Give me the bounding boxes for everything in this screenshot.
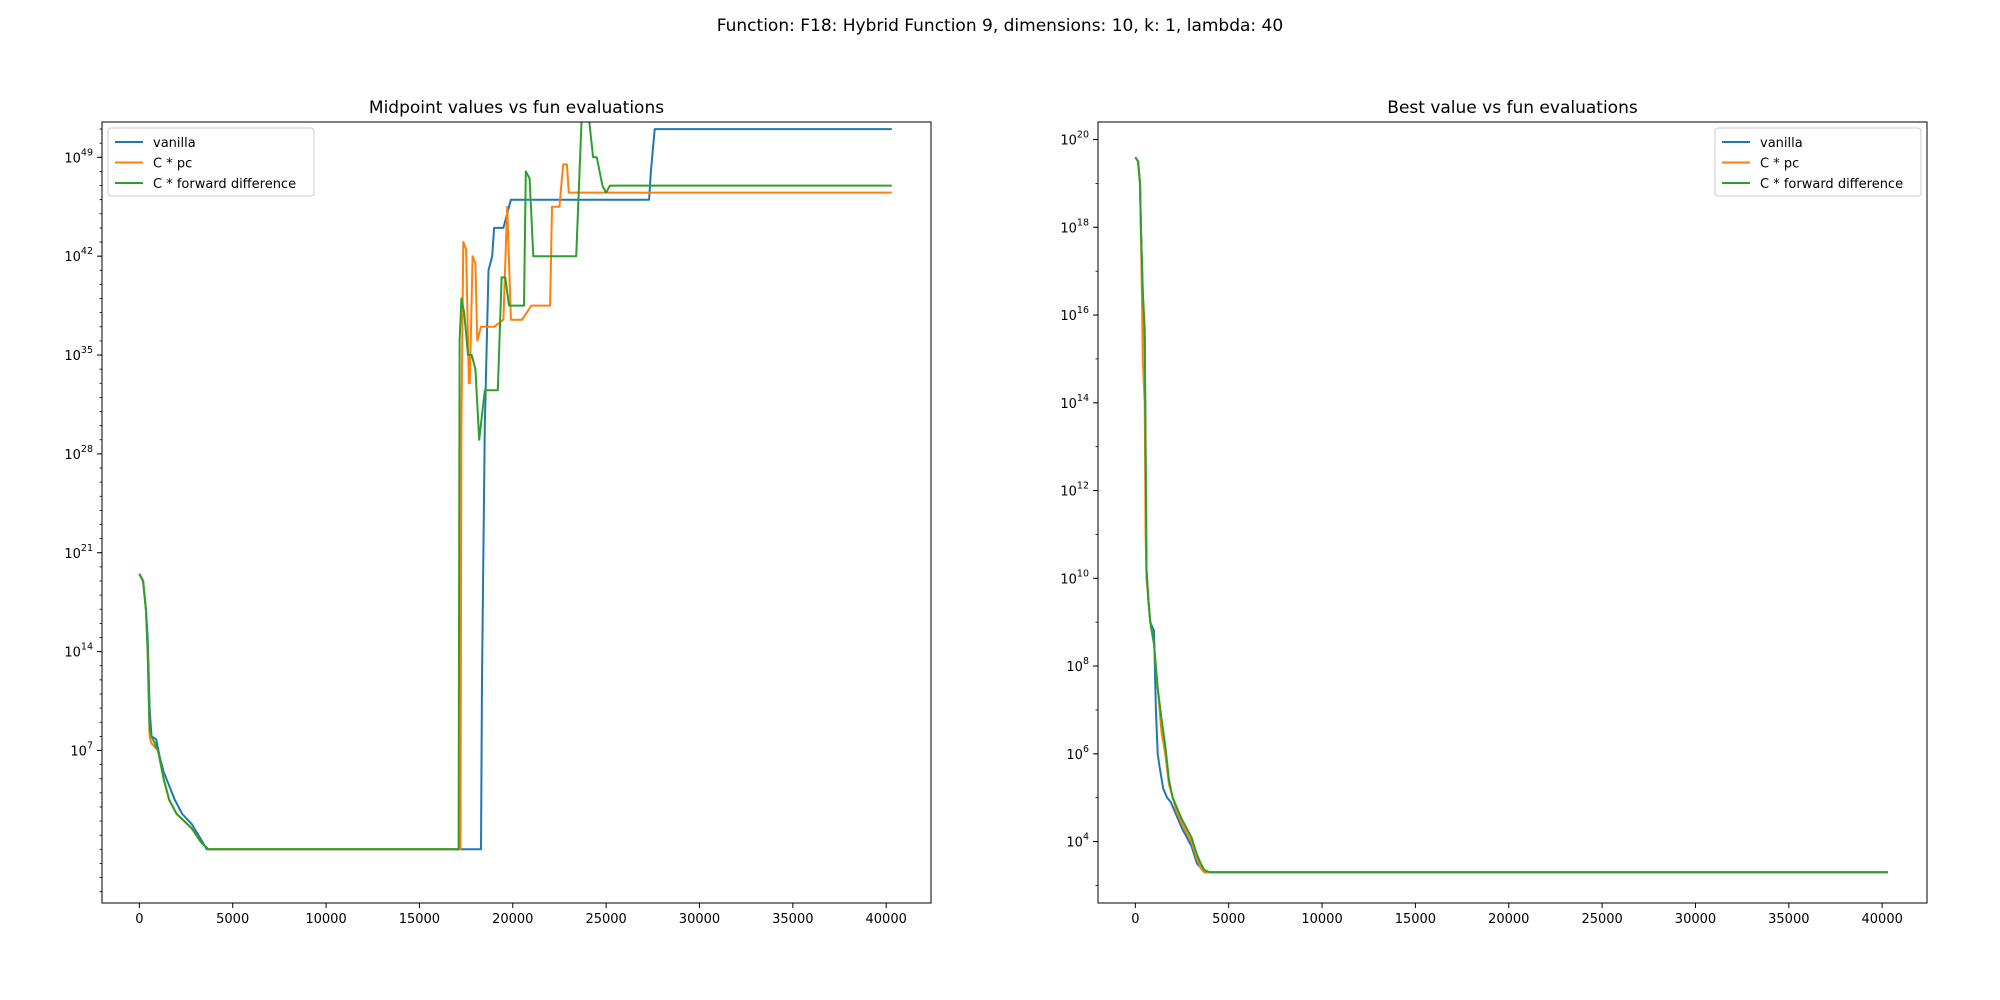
x-tick-label: 30000: [1675, 912, 1716, 927]
x-tick-label: 15000: [1395, 912, 1436, 927]
y-tick-label: 106: [1066, 744, 1089, 763]
x-tick-label: 40000: [1862, 912, 1903, 927]
x-tick-label: 35000: [1768, 912, 1809, 927]
legend-label-c-pc: C * pc: [153, 157, 192, 172]
y-tick-label: 107: [70, 740, 93, 759]
x-tick-label: 15000: [399, 912, 440, 927]
series-line-c-pc: [1134, 156, 1888, 874]
x-tick-label: 10000: [1301, 912, 1342, 927]
legend-label-vanilla: vanilla: [1760, 136, 1803, 151]
x-tick-label: 5000: [216, 912, 249, 927]
y-tick-label: 1016: [1060, 305, 1089, 324]
y-tick-label: 1020: [1060, 130, 1089, 149]
series-line-vanilla: [138, 128, 892, 851]
series-line-c-forward-difference: [1134, 156, 1888, 874]
chart-title: Midpoint values vs fun evaluations: [369, 98, 664, 118]
figure-title: Function: F18: Hybrid Function 9, dimens…: [716, 16, 1284, 36]
legend: vanilla C * pc C * forward difference: [107, 127, 315, 197]
y-tick-label: 1021: [64, 543, 93, 562]
x-tick-label: 25000: [585, 912, 626, 927]
x-tick-label: 25000: [1581, 912, 1622, 927]
legend-box: [1714, 127, 1922, 197]
best-value-chart: Best value vs fun evaluations 0 5000 10000 1…: [1060, 98, 1928, 927]
x-tick-label: 35000: [772, 912, 813, 927]
x-tick-label: 0: [135, 912, 143, 927]
x-tick-label: 40000: [866, 912, 907, 927]
y-tick-label: 1012: [1060, 481, 1089, 500]
series-line-vanilla: [1134, 156, 1888, 874]
series-line-c-forward-difference: [138, 122, 892, 851]
x-tick-label: 5000: [1212, 912, 1245, 927]
y-tick-label: 1014: [1060, 393, 1089, 412]
y-tick-label: 104: [1066, 832, 1089, 851]
chart-title: Best value vs fun evaluations: [1387, 98, 1638, 118]
y-tick-label: 1035: [64, 345, 93, 364]
legend-label-c-pc: C * pc: [1760, 157, 1799, 172]
x-tick-label: 0: [1131, 912, 1139, 927]
y-tick-label: 1014: [64, 642, 93, 661]
y-tick-label: 1018: [1060, 217, 1089, 236]
y-tick-label: 1028: [64, 444, 93, 463]
legend-label-c-forward-difference: C * forward difference: [153, 177, 296, 192]
plot-frame: [1097, 121, 1928, 904]
legend-label-vanilla: vanilla: [153, 136, 196, 151]
midpoint-values-chart: Midpoint values vs fun evaluations 0 5000 1…: [64, 98, 932, 927]
y-tick-label: 108: [1066, 656, 1089, 675]
legend-box: [107, 127, 315, 197]
y-tick-label: 1042: [64, 246, 93, 265]
legend: vanilla C * pc C * forward difference: [1714, 127, 1922, 197]
y-tick-label: 1049: [64, 147, 93, 166]
x-tick-label: 20000: [1488, 912, 1529, 927]
x-tick-label: 20000: [492, 912, 533, 927]
y-tick-label: 1010: [1060, 568, 1089, 587]
plot-frame: [101, 121, 932, 904]
x-tick-label: 30000: [679, 912, 720, 927]
x-tick-label: 10000: [305, 912, 346, 927]
series-line-c-pc: [138, 163, 892, 851]
legend-label-c-forward-difference: C * forward difference: [1760, 177, 1903, 192]
